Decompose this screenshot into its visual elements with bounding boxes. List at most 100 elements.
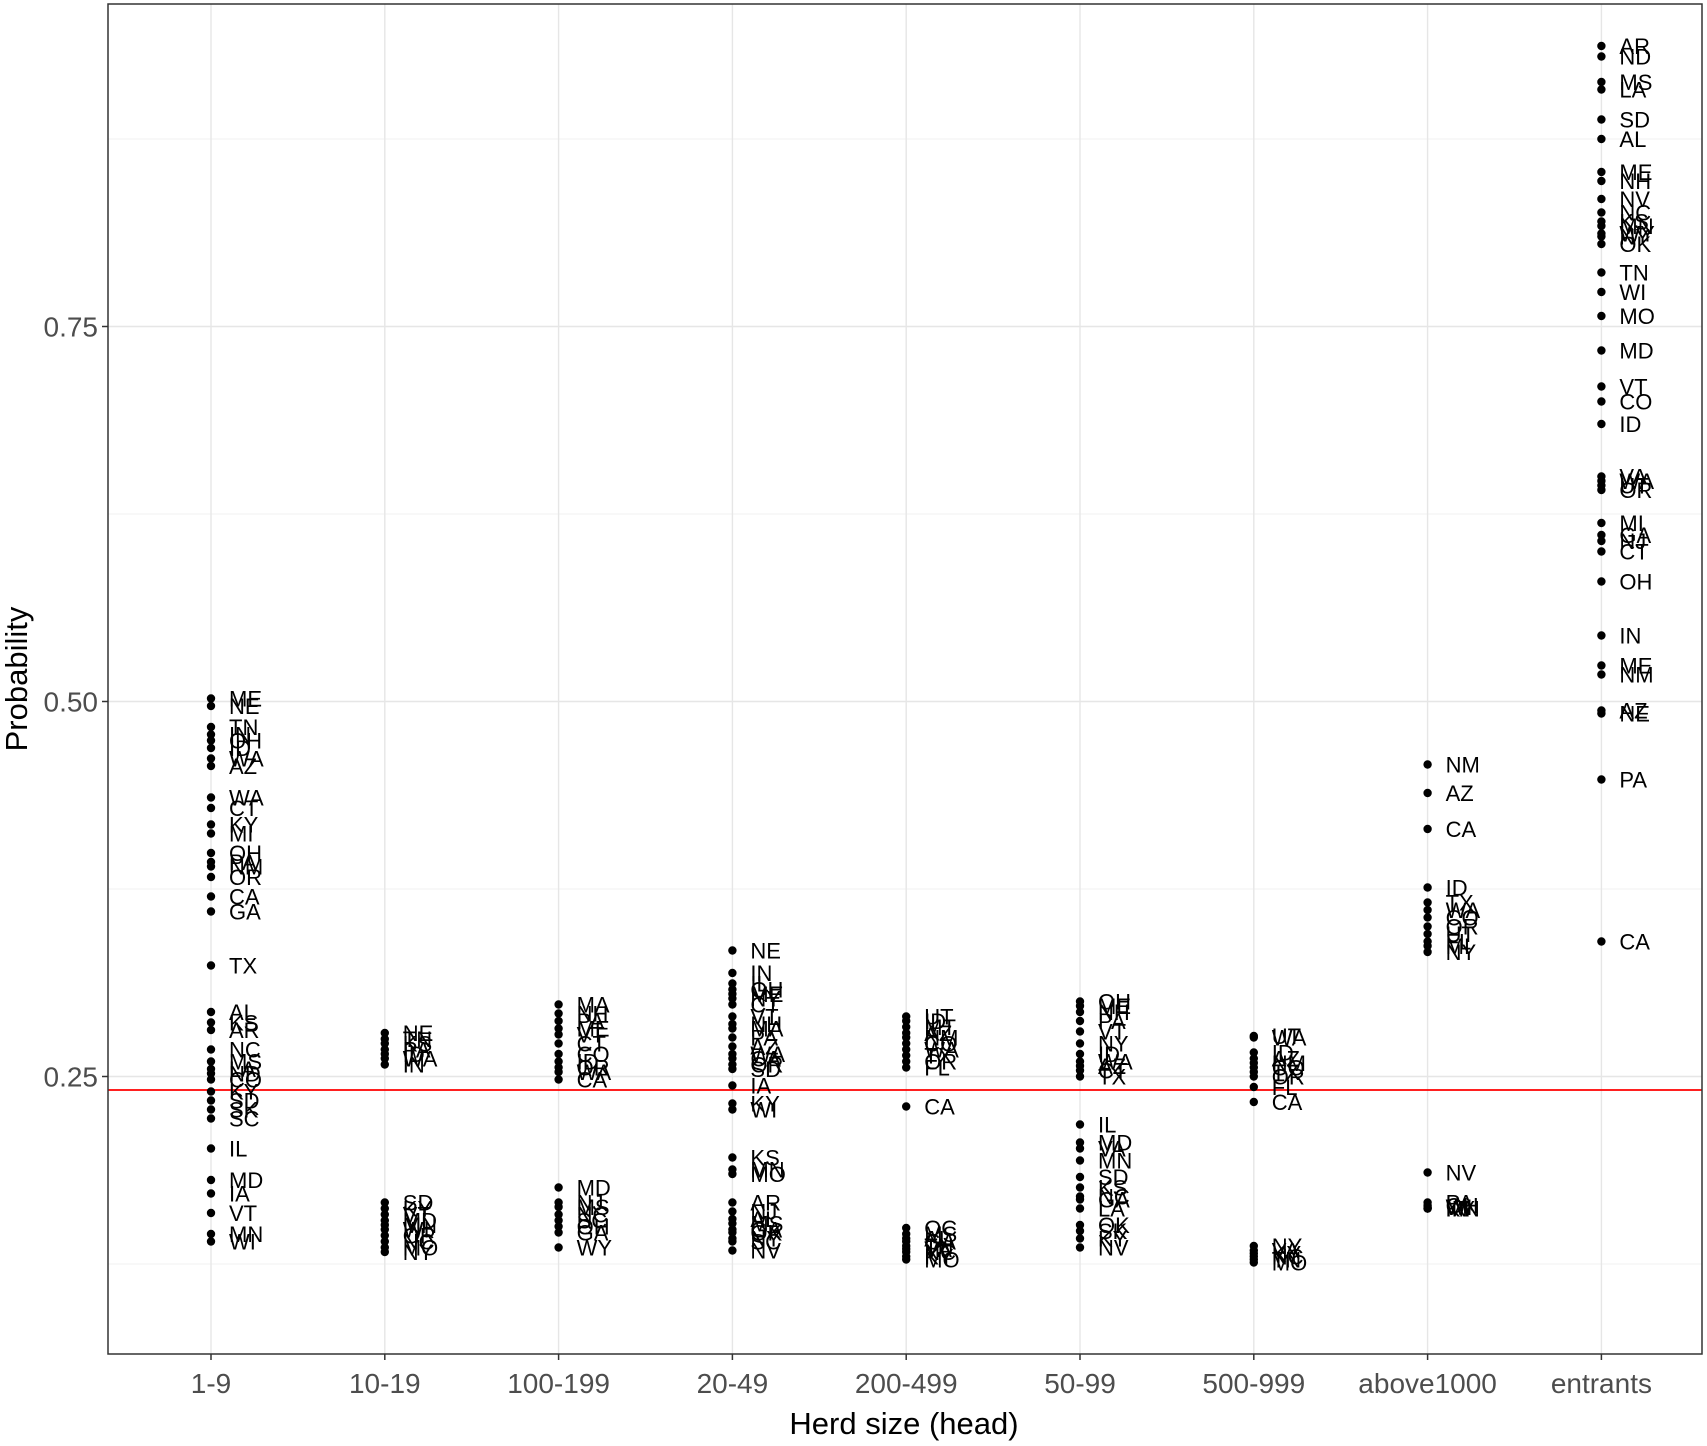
point-label: OC (924, 1216, 957, 1241)
point-label: SC (229, 1107, 260, 1132)
data-point (1075, 1195, 1085, 1204)
data-point (1597, 419, 1606, 429)
point-label: MN (1098, 1149, 1132, 1174)
point-label: KY (1272, 1242, 1302, 1267)
point-label: OR (1446, 915, 1479, 940)
data-point (206, 1057, 216, 1066)
data-point (728, 1219, 737, 1228)
point-label: AR (229, 1018, 260, 1043)
point-label: NY (1098, 1032, 1129, 1057)
data-point (380, 1247, 389, 1257)
data-point (728, 1153, 737, 1162)
point-label: IN (1619, 624, 1641, 649)
point-label: NC (229, 1038, 261, 1063)
data-point (380, 1237, 389, 1246)
point-label: ID (229, 736, 251, 761)
data-point (206, 701, 216, 711)
data-point (1075, 1001, 1085, 1011)
point-label: MN (229, 1222, 263, 1247)
point-label: PA (577, 1009, 605, 1034)
data-point (206, 1075, 216, 1084)
data-point (554, 1057, 563, 1066)
point-label: WA (577, 1060, 612, 1085)
point-label: GA (577, 1221, 609, 1246)
point-label: VA (1272, 1239, 1300, 1264)
data-point (554, 1216, 563, 1225)
data-point (1075, 1120, 1085, 1129)
point-label: UT (924, 1005, 953, 1030)
point-label: WA (1272, 1026, 1307, 1051)
point-label: PA (229, 850, 257, 875)
point-label: OH (577, 1215, 610, 1240)
point-label: WA (1446, 898, 1481, 923)
point-label: SD (750, 1057, 781, 1082)
data-point (1249, 1258, 1259, 1267)
data-point (728, 1024, 737, 1033)
point-label: OH (1619, 570, 1652, 595)
data-point (1249, 1082, 1259, 1092)
point-label: IL (750, 972, 768, 997)
x-tick-label: 10-19 (349, 1368, 421, 1399)
point-label: ND (1619, 45, 1651, 70)
point-label: AZ (229, 754, 257, 779)
x-tick-label: 50-99 (1044, 1368, 1116, 1399)
point-label: AZ (924, 1021, 952, 1046)
data-point (554, 1210, 563, 1219)
data-point (728, 1033, 737, 1042)
data-point (1249, 1097, 1259, 1107)
data-point (554, 1243, 563, 1252)
data-point (1597, 775, 1606, 784)
data-point (206, 730, 216, 739)
data-point (380, 1028, 389, 1038)
data-point (1075, 1016, 1085, 1026)
point-label: MD (1619, 339, 1653, 364)
data-point (1075, 1156, 1085, 1165)
data-point (1423, 824, 1432, 834)
point-label: NM (924, 1026, 958, 1051)
x-tick-label: entrants (1551, 1368, 1652, 1399)
point-label: WY (1619, 222, 1655, 247)
data-point (902, 1039, 911, 1048)
point-label: MI (1446, 934, 1470, 959)
point-label: KS (1098, 1176, 1127, 1201)
data-point (554, 1075, 563, 1084)
data-point (554, 1228, 563, 1237)
point-label: MO (1272, 1251, 1307, 1276)
data-point (728, 1042, 737, 1051)
x-tick-label: 500-999 (1202, 1368, 1305, 1399)
point-label: KY (750, 1092, 780, 1117)
point-label: FL (924, 1056, 950, 1081)
data-point (206, 761, 216, 771)
point-label: NM (1272, 1051, 1306, 1076)
data-point (206, 1237, 216, 1246)
plot-panel-border (107, 3, 1703, 1355)
data-point (1075, 1144, 1085, 1153)
data-point (206, 1208, 216, 1218)
point-label: PA (1098, 1009, 1126, 1034)
data-point (728, 1054, 737, 1063)
data-point (1597, 518, 1606, 528)
point-label: NE (403, 1021, 434, 1046)
point-label: SD (403, 1191, 434, 1216)
data-point (554, 1000, 563, 1009)
point-label: NE (229, 694, 260, 719)
point-label: VA (1619, 465, 1647, 490)
data-point (206, 892, 216, 901)
data-point (1597, 194, 1606, 204)
data-point (206, 754, 216, 763)
data-point (1597, 530, 1606, 540)
data-point (554, 1009, 563, 1018)
x-tick-label: above1000 (1358, 1368, 1497, 1399)
data-point (1597, 176, 1606, 186)
data-point (1075, 1204, 1085, 1213)
data-point (206, 1096, 216, 1105)
point-label: FL (1446, 930, 1472, 955)
point-label: VT (1098, 1020, 1126, 1045)
point-label: CO (1446, 906, 1479, 931)
data-point (1597, 536, 1606, 546)
data-point (1075, 1183, 1085, 1192)
data-point (206, 1018, 216, 1027)
point-label: NM (1446, 753, 1480, 778)
point-label: ID (577, 1050, 599, 1075)
